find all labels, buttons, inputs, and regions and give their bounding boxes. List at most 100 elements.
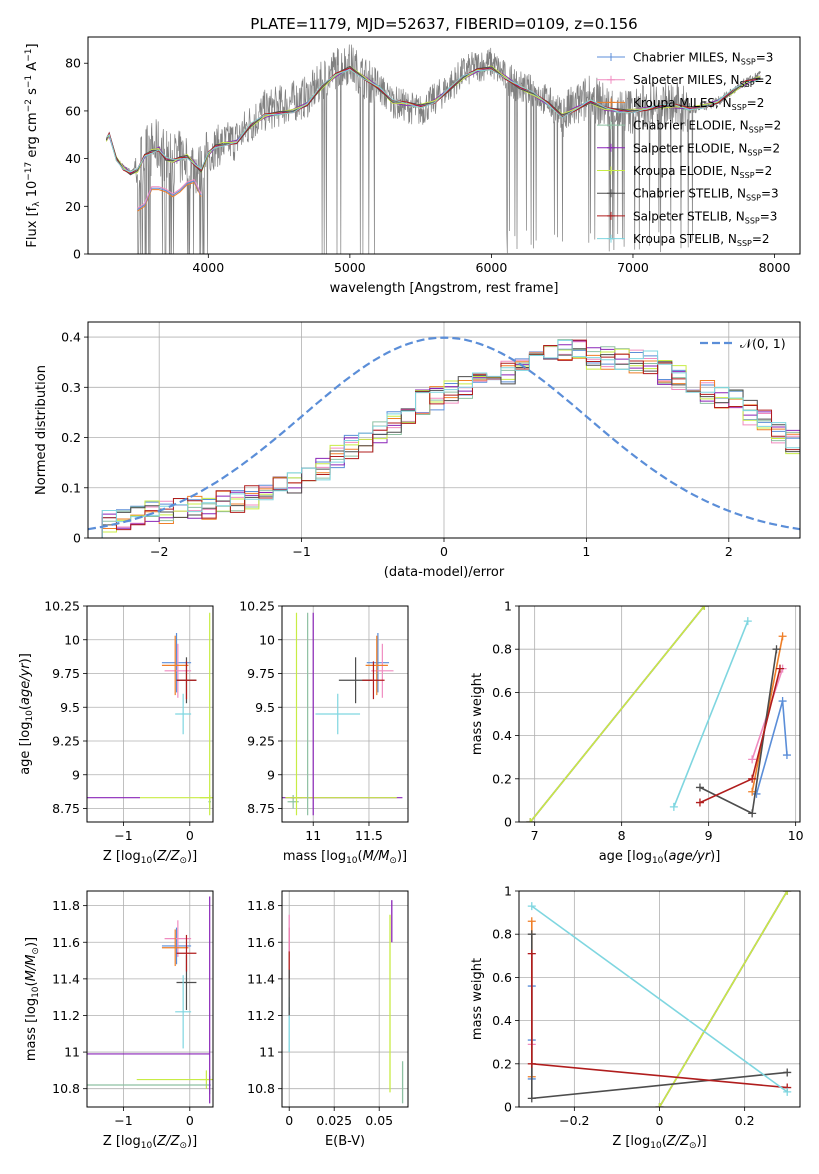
axes-frame (518, 890, 801, 1108)
ssp-weight-line (658, 891, 788, 1107)
x-tick-label: 0.05 (365, 1113, 393, 1128)
residual-histogram (88, 348, 800, 538)
ssp-weight-point (782, 751, 791, 760)
model-spectrum-line (106, 69, 761, 173)
residual-histogram (88, 340, 800, 538)
ssp-weight-point (778, 697, 787, 706)
legend-label: Chabrier ELODIE, NSSP=2 (633, 119, 781, 135)
y-tick-label: 11.8 (52, 898, 80, 913)
ssp-weight-line (531, 905, 788, 1093)
x-tick-label: 1 (582, 544, 590, 559)
x-axis-label: Z [log10(Z/Z⊙)] (103, 1134, 197, 1151)
y-tick-label: 10.25 (44, 599, 80, 614)
y-tick-label: 0.2 (492, 1056, 512, 1071)
model-spectrum-line (106, 67, 761, 175)
plot-area-z-weight (519, 891, 800, 1107)
y-axis-label: mass weight (470, 673, 485, 755)
legend-label: Chabrier STELIB, NSSP=3 (633, 187, 779, 203)
x-axis-label: age [log10(age/yr)] (599, 849, 721, 866)
normal-curve (88, 336, 800, 531)
ssp-weight-point (695, 798, 704, 807)
y-tick-label: 11.6 (52, 935, 80, 950)
residual-histogram (88, 341, 800, 538)
x-tick-label: 11 (305, 828, 321, 843)
ssp-weight-point (743, 617, 752, 626)
legend-label: Kroupa STELIB, NSSP=2 (633, 232, 770, 248)
ssp-weight-point (527, 930, 536, 939)
plot-area-z-mass (87, 891, 213, 1107)
x-tick-label: −2 (150, 544, 168, 559)
legend: Chabrier MILES, NSSP=3 Salpeter MILES, NS… (597, 51, 781, 248)
y-tick-label: 40 (65, 151, 81, 166)
legend-marker (607, 211, 615, 220)
y-tick-label: 11.4 (52, 971, 80, 986)
y-tick-label: 9.5 (60, 700, 80, 715)
x-axis-label: E(B-V) (325, 1134, 365, 1149)
ssp-weight-point (772, 645, 781, 654)
plot-area-spectrum (105, 44, 761, 254)
ssp-weight-point (778, 632, 787, 641)
x-tick-label: −0.2 (559, 1113, 589, 1128)
panel-mass-age: 11 11.5 8.75 9 9.25 9.5 9.75 10 10.25 mass [log10… (239, 599, 409, 866)
panel-z-mass: −1 0 10.8 11 11.2 11.4 11.6 11.8 Z [log10(Z/Z⊙)]… (24, 890, 214, 1151)
legend-label: Chabrier MILES, NSSP=3 (633, 51, 773, 67)
y-tick-label: 60 (65, 103, 81, 118)
x-tick-label: 0 (186, 1113, 194, 1128)
ssp-weight-point (695, 783, 704, 792)
axes-frame (518, 605, 801, 823)
panel-z-weight: −0.2 0 0.2 0 0.2 0.4 0.6 0.8 1 Z [log10(Z/Z⊙)] mas… (470, 884, 801, 1151)
panel-ebv-mass: 0 0.025 0.05 10.8 11 11.2 11.4 11.6 11.8 E(B-V) (247, 890, 409, 1149)
y-tick-label: 8.75 (52, 801, 80, 816)
legend-marker (607, 75, 615, 84)
y-tick-label: 0.4 (492, 1013, 512, 1028)
x-tick-label: 0 (440, 544, 448, 559)
y-tick-label: 0.6 (492, 970, 512, 985)
plot-area-mass-age (282, 606, 408, 822)
ssp-weight-point (527, 1059, 536, 1068)
y-tick-label: 10.8 (247, 1081, 275, 1096)
residual-histogram (88, 348, 800, 538)
y-tick-label: 20 (65, 199, 81, 214)
x-tick-label: 0.2 (735, 1113, 755, 1128)
x-tick-label: 0 (656, 1113, 664, 1128)
model-spectrum-low-branch (137, 178, 202, 209)
ssp-weight-point (752, 789, 761, 798)
ssp-weight-point (783, 1087, 792, 1096)
y-tick-label: 11.2 (247, 1008, 275, 1023)
panel-age-weight: 7 8 9 10 0 0.2 0.4 0.6 0.8 1 age [log10(age/yr)] ma… (470, 599, 804, 867)
legend-marker (607, 143, 615, 152)
y-tick-label: 0.6 (492, 685, 512, 700)
y-tick-label: 0 (73, 247, 81, 262)
x-tick-label: 9 (705, 828, 713, 843)
y-tick-label: 8.75 (247, 801, 275, 816)
x-tick-label: 11.5 (355, 828, 383, 843)
ssp-weight-point (783, 1068, 792, 1077)
ssp-weight-point (527, 917, 536, 926)
model-spectrum-low-branch (137, 180, 202, 211)
legend-marker (607, 53, 615, 61)
ssp-weight-line (529, 606, 705, 822)
ssp-weight-point (700, 606, 709, 610)
x-tick-label: 5000 (334, 260, 366, 275)
y-tick-label: 0 (504, 815, 512, 830)
y-tick-label: 10.25 (239, 599, 275, 614)
y-axis-label: mass weight (470, 958, 485, 1040)
legend-label: Salpeter STELIB, NSSP=3 (633, 209, 777, 225)
plot-area-age-weight (519, 606, 800, 822)
y-tick-label: 0.2 (492, 771, 512, 786)
y-tick-label: 0 (504, 1100, 512, 1115)
ssp-weight-line (699, 649, 778, 815)
y-tick-label: 9.75 (52, 666, 80, 681)
ssp-weight-point (775, 664, 784, 673)
legend-label: Kroupa ELODIE, NSSP=2 (633, 164, 772, 180)
y-tick-label: 0.4 (492, 728, 512, 743)
legend-label: Salpeter ELODIE, NSSP=2 (633, 141, 780, 157)
y-tick-label: 11.6 (247, 935, 275, 950)
plot-area-residuals (88, 322, 800, 538)
x-tick-label: 0 (285, 1113, 293, 1128)
panel-spectrum: 4000 5000 6000 7000 8000 0 20 40 60 80 wavelength … (24, 36, 801, 296)
y-tick-label: 11 (259, 1045, 275, 1060)
y-tick-label: 11.8 (247, 898, 275, 913)
y-tick-label: 9 (267, 767, 275, 782)
